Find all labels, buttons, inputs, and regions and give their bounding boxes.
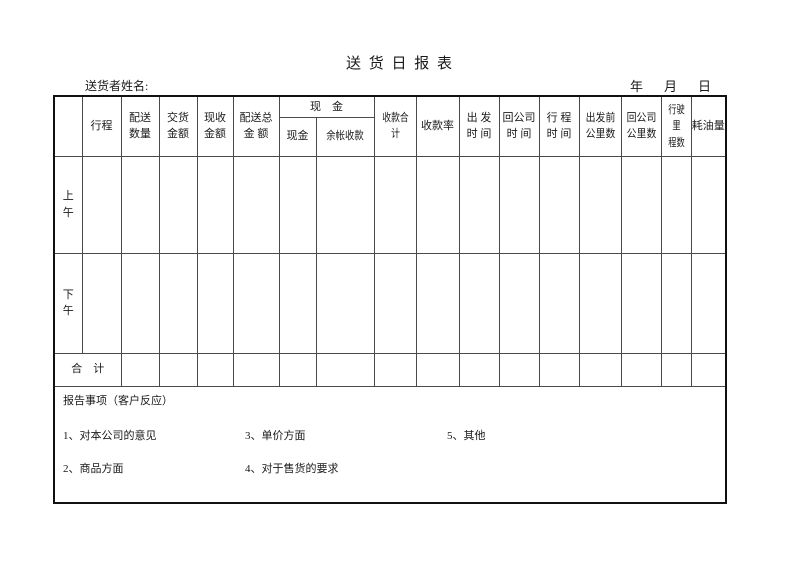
table-cell [660,352,692,387]
col-header-cash-received: 现收 金额 [196,95,234,157]
table-cell [120,155,160,254]
table-cell [690,155,727,254]
collection-total-label: 收款合计 [381,111,409,141]
table-cell [232,155,280,254]
table-cell [415,252,460,354]
report-section: 报告事项（客户反应） 1、对本公司的意见 2、商品方面 3、单价方面 4、对于售… [53,385,727,504]
row-report: 报告事项（客户反应） 1、对本公司的意见 2、商品方面 3、单价方面 4、对于售… [53,385,727,504]
table-cell [232,352,280,387]
table-cell [578,155,622,254]
table-cell [315,352,375,387]
col-header-odometer-return: 回公司 公里数 [620,95,662,157]
report-item: 3、单价方面 [245,429,306,442]
odometer-return-label: 回公司 公里数 [626,111,656,141]
table-cell [232,252,280,354]
table-cell [498,252,540,354]
table-cell [578,252,622,354]
col-header-delivery-qty: 配送 数量 [120,95,160,157]
table-cell [690,252,727,354]
table-cell [458,252,500,354]
table-cell [458,155,500,254]
table-cell [278,252,317,354]
table-cell [498,352,540,387]
table-cell [620,155,662,254]
page-title: 送 货 日 报 表 [345,56,454,72]
col-header-return-company-time: 回公司 时 间 [498,95,540,157]
table-cell [158,352,198,387]
trip-mileage-label: 行驶里 程数 [667,103,685,149]
col-header-cash: 现金 [278,116,317,157]
table-cell [315,252,375,354]
report-item: 1、对本公司的意见 [63,429,157,442]
col-header-cash-group: 现 金 [278,95,375,118]
table-cell [278,352,317,387]
col-header-delivery-amount: 交货 金额 [158,95,198,157]
table-cell [373,155,417,254]
col-header-collection-total: 收款合计 [373,95,417,157]
table-cell [538,252,580,354]
table-cell [196,155,234,254]
row-total: 合 计 [53,352,726,387]
table-cell [81,155,122,254]
table-cell [315,155,375,254]
table-cell [415,155,460,254]
table-cell [578,352,622,387]
report-item: 5、其他 [447,429,486,442]
report-item: 2、商品方面 [63,462,124,475]
odometer-before-label: 出发前 公里数 [585,111,615,141]
deliverer-name-label: 送货者姓名: [85,79,149,93]
report-item: 4、对于售货的要求 [245,462,339,475]
row-afternoon: 下 午 [53,252,727,354]
balance-collection-label: 余帐收款 [326,130,364,143]
col-header-trip-mileage: 行驶里 程数 [660,95,692,157]
table-cell [415,352,460,387]
table-cell [620,252,662,354]
table-cell [498,155,540,254]
table-cell [538,155,580,254]
col-header-trip-time: 行 程 时 间 [538,95,580,157]
col-header-fuel-consumption: 耗油量 [690,95,727,157]
table-cell [620,352,662,387]
col-header-balance-collection: 余帐收款 [315,116,375,157]
date-label: 年 月 日 [630,79,716,94]
table-cell [373,352,417,387]
row-label-morning: 上 午 [53,155,83,254]
row-label-total: 合 计 [53,352,122,387]
table-cell [81,252,122,354]
table-cell [158,155,198,254]
col-header-departure-time: 出 发 时 间 [458,95,500,157]
table-cell [538,352,580,387]
table-cell [458,352,500,387]
col-header-delivery-total: 配送总 金 额 [232,95,280,157]
col-header-odometer-before: 出发前 公里数 [578,95,622,157]
col-header-trip: 行程 [81,95,122,157]
table-cell [196,252,234,354]
table-cell [120,252,160,354]
daily-report-table: 行程 配送 数量 交货 金额 现收 金额 配送总 金 额 现 金 收款合计 收款… [53,95,727,504]
table-cell [660,155,692,254]
table-cell [158,252,198,354]
table-cell [196,352,234,387]
report-heading: 报告事项（客户反应） [63,394,173,407]
col-header-collection-rate: 收款率 [415,95,460,157]
table-cell [120,352,160,387]
table-cell [373,252,417,354]
corner-cell [53,95,83,157]
row-morning: 上 午 [53,155,727,254]
table-cell [660,252,692,354]
table-cell [278,155,317,254]
row-label-afternoon: 下 午 [53,252,83,354]
